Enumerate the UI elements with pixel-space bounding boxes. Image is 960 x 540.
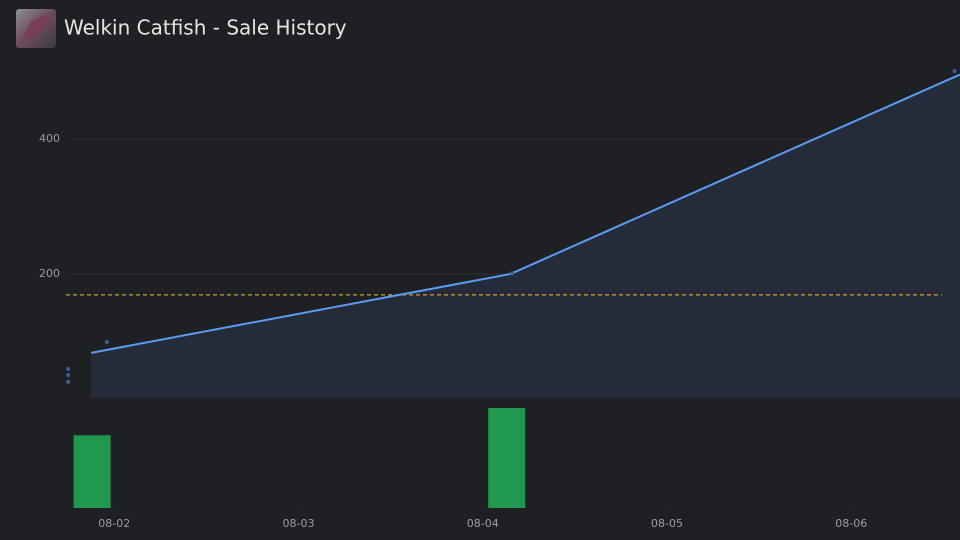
x-tick-label: 08-02 <box>98 517 130 530</box>
y-tick-label: 200 <box>39 267 60 280</box>
sale-point <box>952 69 957 74</box>
price-area <box>91 74 960 398</box>
x-tick-label: 08-05 <box>651 517 683 530</box>
x-tick-label: 08-03 <box>283 517 315 530</box>
page-title: Welkin Catfish - Sale History <box>64 16 347 40</box>
sale-point <box>66 367 71 372</box>
x-tick-label: 08-06 <box>835 517 867 530</box>
item-icon-shape <box>22 14 50 40</box>
sale-point <box>66 379 71 384</box>
x-tick-label: 08-04 <box>467 517 499 530</box>
sale-point <box>66 373 71 378</box>
volume-bar <box>488 408 526 508</box>
sale-point <box>104 340 109 345</box>
sale-point <box>510 271 515 276</box>
volume-bar <box>73 435 111 508</box>
y-tick-label: 400 <box>39 132 60 145</box>
